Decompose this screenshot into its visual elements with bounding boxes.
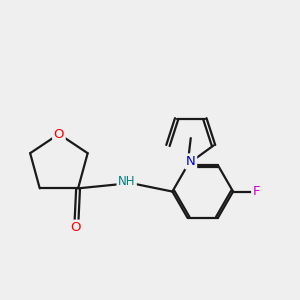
- Text: F: F: [253, 185, 260, 198]
- Text: O: O: [70, 221, 81, 234]
- Text: O: O: [54, 128, 64, 140]
- Text: N: N: [186, 155, 196, 168]
- Text: NH: NH: [118, 176, 135, 188]
